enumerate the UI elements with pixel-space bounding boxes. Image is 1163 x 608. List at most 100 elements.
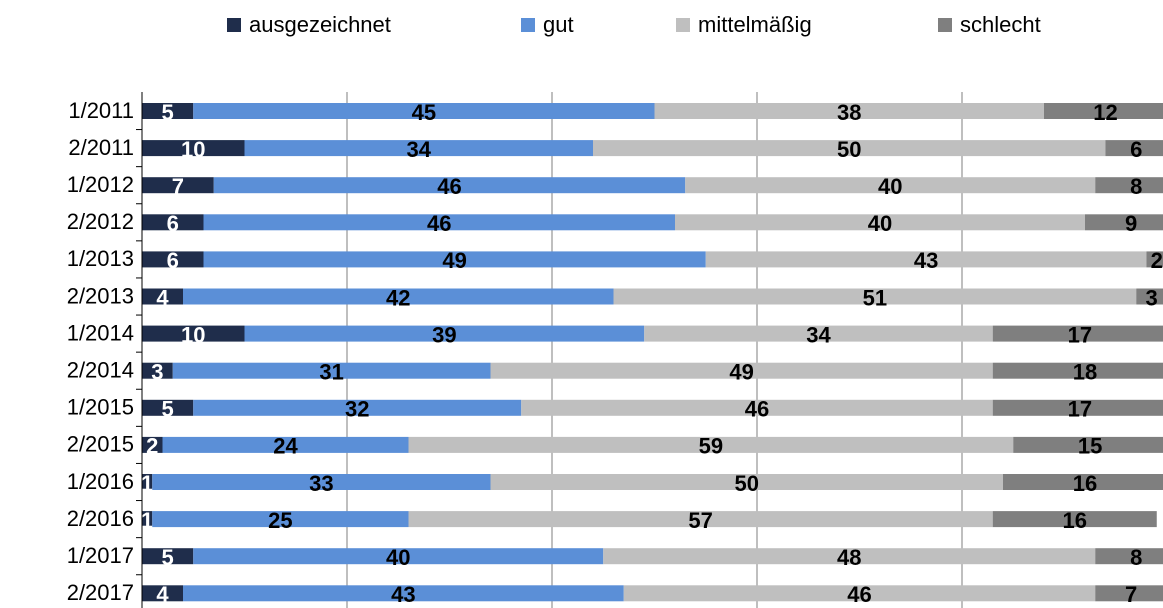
- bar-segment: [142, 251, 204, 268]
- bar-segment: [1044, 103, 1163, 119]
- legend-label: schlecht: [960, 12, 1041, 37]
- bar-segment: [1136, 288, 1163, 305]
- bar-segment: [1095, 548, 1163, 565]
- y-tick-label: 2/2013: [67, 283, 134, 308]
- legend-swatch: [938, 18, 952, 32]
- bar-segment: [142, 548, 194, 565]
- data-label: 45: [412, 100, 436, 125]
- bar-segment: [675, 214, 1085, 231]
- data-label: 17: [1068, 322, 1092, 347]
- data-label: 39: [432, 322, 456, 347]
- legend-swatch: [676, 18, 690, 32]
- bar-segment: [705, 251, 1147, 268]
- y-tick-label: 1/2017: [67, 543, 134, 568]
- bar-segment: [172, 362, 491, 379]
- bar-segment: [490, 474, 1003, 490]
- y-tick-label: 2/2017: [67, 580, 134, 605]
- bar-segment: [162, 436, 409, 453]
- bar-segment: [142, 214, 204, 231]
- data-label: 48: [837, 545, 861, 570]
- data-label: 10: [181, 322, 205, 347]
- legend-label: ausgezeichnet: [249, 12, 391, 37]
- bar-segment: [142, 585, 183, 602]
- data-label: 40: [386, 545, 410, 570]
- bar-segment: [644, 325, 993, 342]
- bar-segment: [1105, 140, 1163, 157]
- bar-segment: [1095, 177, 1163, 194]
- bar-segment: [992, 325, 1163, 342]
- bar-segment: [152, 474, 491, 490]
- data-label: 46: [427, 211, 451, 236]
- data-label: 7: [172, 174, 184, 199]
- bar-segment: [654, 103, 1044, 119]
- bar-segment: [142, 103, 194, 119]
- bar-segment: [142, 436, 163, 453]
- data-label: 6: [167, 211, 179, 236]
- y-tick-label: 2/2011: [68, 135, 134, 160]
- bar-segment: [193, 399, 522, 416]
- data-label: 31: [319, 360, 343, 385]
- data-label: 5: [162, 545, 174, 570]
- bar-segment: [193, 548, 604, 565]
- data-label: 2: [1151, 248, 1163, 273]
- data-label: 7: [1125, 582, 1137, 607]
- bar-segment: [142, 177, 214, 194]
- data-label: 34: [407, 137, 432, 162]
- data-label: 17: [1068, 397, 1092, 422]
- bar-segment: [992, 362, 1163, 379]
- data-label: 5: [162, 397, 174, 422]
- data-label: 6: [167, 248, 179, 273]
- bar-segment: [408, 436, 1014, 453]
- data-label: 40: [878, 174, 902, 199]
- bar-segment: [142, 511, 153, 528]
- y-tick-label: 2/2012: [67, 209, 134, 234]
- bar-segment: [1146, 251, 1163, 268]
- y-tick-label: 2/2016: [67, 506, 134, 531]
- data-label: 3: [1146, 285, 1158, 310]
- bar-segment: [142, 325, 245, 342]
- data-label: 10: [181, 137, 205, 162]
- data-label: 42: [386, 285, 410, 310]
- data-label: 38: [837, 100, 861, 125]
- bar-segment: [244, 325, 645, 342]
- bar-segment: [1095, 585, 1163, 602]
- data-label: 50: [837, 137, 861, 162]
- data-label: 46: [847, 582, 871, 607]
- data-label: 15: [1078, 434, 1102, 459]
- y-tick-label: 1/2016: [67, 469, 134, 494]
- bar-segment: [152, 511, 409, 528]
- data-label: 49: [442, 248, 466, 273]
- data-label: 57: [688, 508, 712, 533]
- data-label: 4: [156, 582, 169, 607]
- data-label: 16: [1063, 508, 1087, 533]
- bar-segment: [992, 399, 1163, 416]
- data-label: 46: [437, 174, 461, 199]
- bar-segment: [992, 511, 1157, 528]
- data-label: 3: [151, 360, 163, 385]
- y-tick-label: 1/2013: [67, 246, 134, 271]
- bar-segment: [1085, 214, 1163, 231]
- legend-label: gut: [543, 12, 574, 37]
- data-label: 9: [1125, 211, 1137, 236]
- data-label: 32: [345, 397, 369, 422]
- legend-swatch: [227, 18, 241, 32]
- data-label: 4: [156, 285, 169, 310]
- legend-swatch: [521, 18, 535, 32]
- y-tick-label: 1/2014: [67, 320, 134, 345]
- bar-segment: [142, 474, 153, 490]
- data-label: 24: [273, 434, 298, 459]
- data-label: 12: [1093, 100, 1117, 125]
- y-tick-label: 1/2012: [67, 172, 134, 197]
- data-label: 49: [729, 360, 753, 385]
- bar-segment: [490, 362, 993, 379]
- bar-segment: [142, 288, 183, 305]
- data-label: 59: [699, 434, 723, 459]
- bar-segment: [183, 288, 614, 305]
- data-label: 40: [868, 211, 892, 236]
- data-label: 6: [1130, 137, 1142, 162]
- bar-segment: [685, 177, 1096, 194]
- data-label: 18: [1073, 360, 1097, 385]
- data-label: 33: [309, 471, 333, 496]
- data-label: 5: [162, 100, 174, 125]
